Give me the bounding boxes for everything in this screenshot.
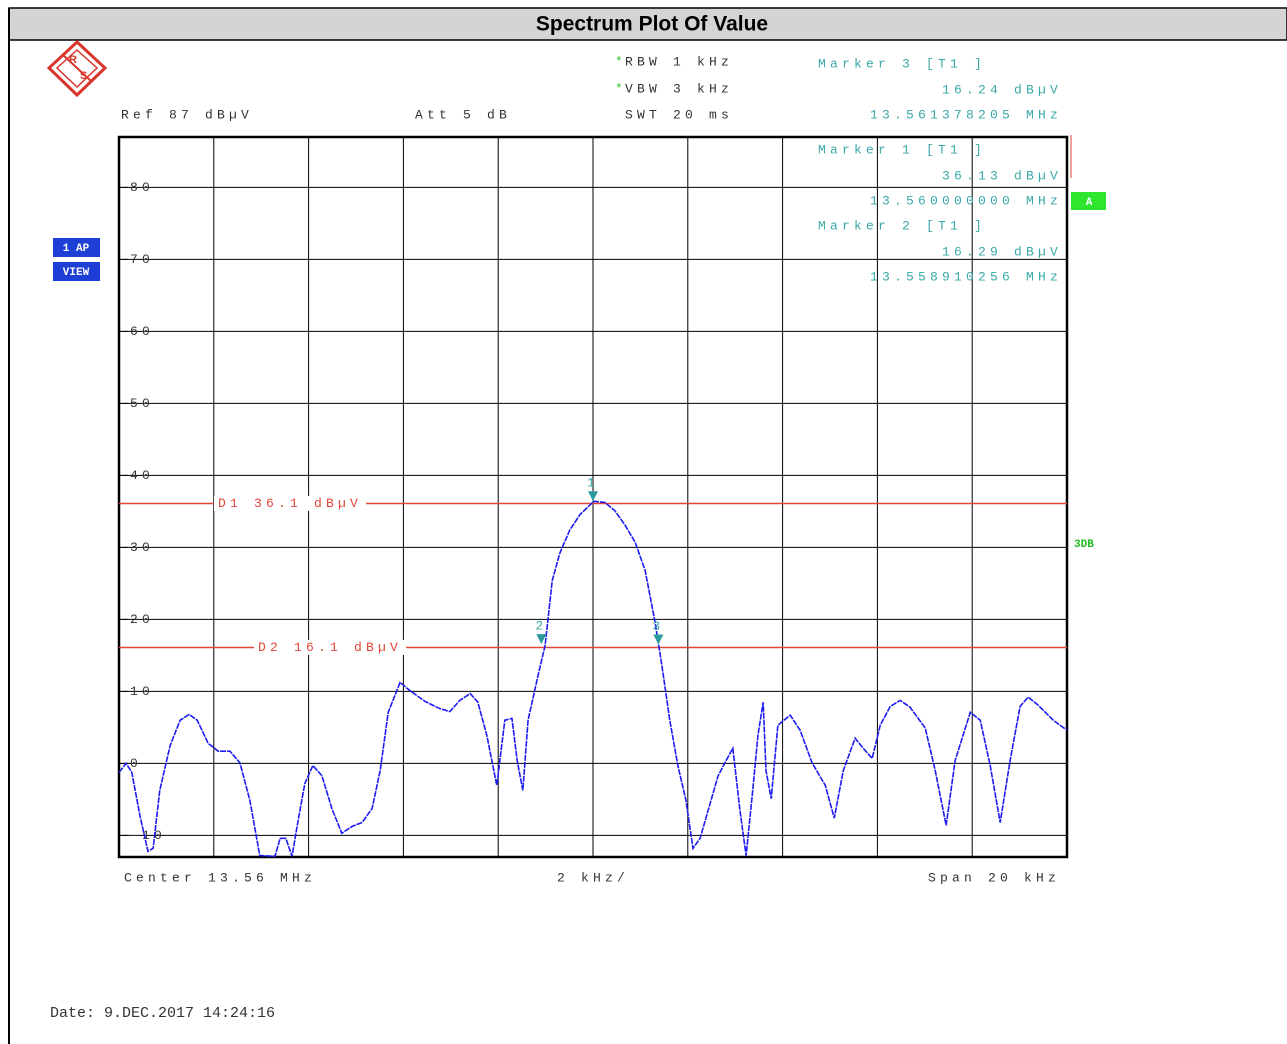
marker-frequency: 13.561378205 MHz [870, 107, 1062, 122]
marker [653, 634, 663, 644]
y-tick-label: 70 [130, 252, 154, 267]
svg-text:R: R [69, 54, 77, 66]
marker-id: 3 [652, 619, 664, 634]
y-tick-label: 20 [130, 612, 154, 627]
marker-id: 2 [535, 619, 547, 634]
y-tick-label: 10 [130, 684, 154, 699]
y-tick-label: 0 [130, 756, 142, 771]
date: Date: 9.DEC.2017 14:24:16 [50, 1005, 275, 1022]
display-line-label: D1 36.1 dBµV [218, 496, 362, 511]
swt: SWT 20 ms [625, 107, 733, 122]
marker [588, 491, 598, 501]
trace-label: A [1086, 197, 1093, 209]
view: VIEW [63, 267, 90, 279]
marker-frequency: 13.560000000 MHz [870, 193, 1062, 208]
display-line-label: D2 16.1 dBµV [258, 640, 402, 655]
y-tick-label: 50 [130, 396, 154, 411]
marker-name: Marker 3 [T1 ] [818, 56, 986, 71]
ref-level: Ref 87 dBµV [121, 107, 253, 122]
logo: R S [49, 42, 105, 95]
mode-label: 3DB [1074, 539, 1094, 551]
marker-name: Marker 1 [T1 ] [818, 142, 986, 157]
marker-name: Marker 2 [T1 ] [818, 218, 986, 233]
title: Spectrum Plot Of Value [536, 13, 768, 36]
marker-frequency: 13.558910256 MHz [870, 269, 1062, 284]
rbw: RBW 1 kHz [625, 54, 733, 69]
marker-level: 16.24 dBµV [942, 82, 1062, 97]
marker-id: 1 [587, 476, 599, 491]
marker-level: 16.29 dBµV [942, 244, 1062, 259]
vbw: VBW 3 kHz [625, 81, 733, 96]
y-tick-label: 30 [130, 540, 154, 555]
attenuation: Att 5 dB [415, 107, 511, 122]
y-tick-label: 60 [130, 324, 154, 339]
y-tick-label: 80 [130, 180, 154, 195]
y-tick-label: -10 [130, 828, 166, 843]
span: Span 20 kHz [928, 870, 1060, 885]
trace-mode: 1 AP [63, 243, 90, 255]
center-freq: Center 13.56 MHz [124, 870, 316, 885]
svg-text:S: S [80, 70, 87, 82]
y-tick-label: 40 [130, 468, 154, 483]
division: 2 kHz/ [557, 870, 629, 885]
marker-level: 36.13 dBµV [942, 168, 1062, 183]
